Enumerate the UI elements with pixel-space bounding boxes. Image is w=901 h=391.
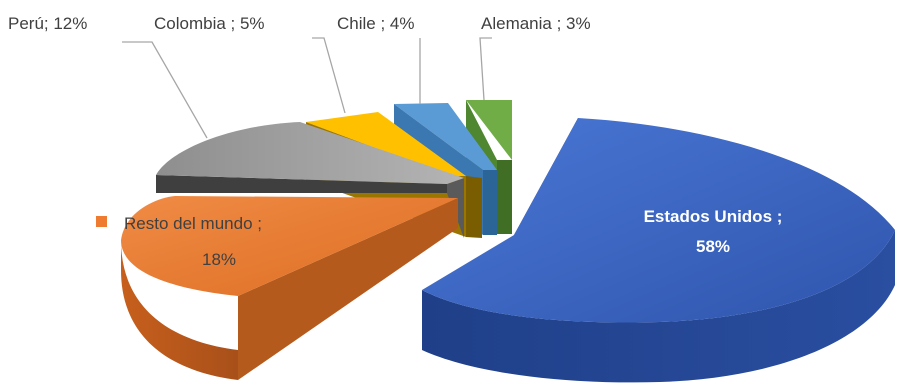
leader-alemania — [479, 37, 492, 101]
label-alemania: Alemania ; 3% — [481, 14, 591, 33]
label-estados-unidos-name: Estados Unidos ; — [644, 207, 783, 226]
leader-colombia — [312, 37, 346, 114]
label-estados-unidos-pct: 58% — [696, 237, 730, 256]
label-chile: Chile ; 4% — [337, 14, 414, 33]
slice-estados-unidos — [422, 118, 895, 383]
legend-key-resto — [96, 216, 107, 227]
label-resto-pct: 18% — [202, 250, 236, 269]
label-resto-name: Resto del mundo ; — [124, 214, 262, 233]
label-peru: Perú; 12% — [8, 14, 87, 33]
slice-resto — [121, 196, 458, 380]
label-colombia: Colombia ; 5% — [154, 14, 265, 33]
leader-peru — [122, 41, 208, 139]
